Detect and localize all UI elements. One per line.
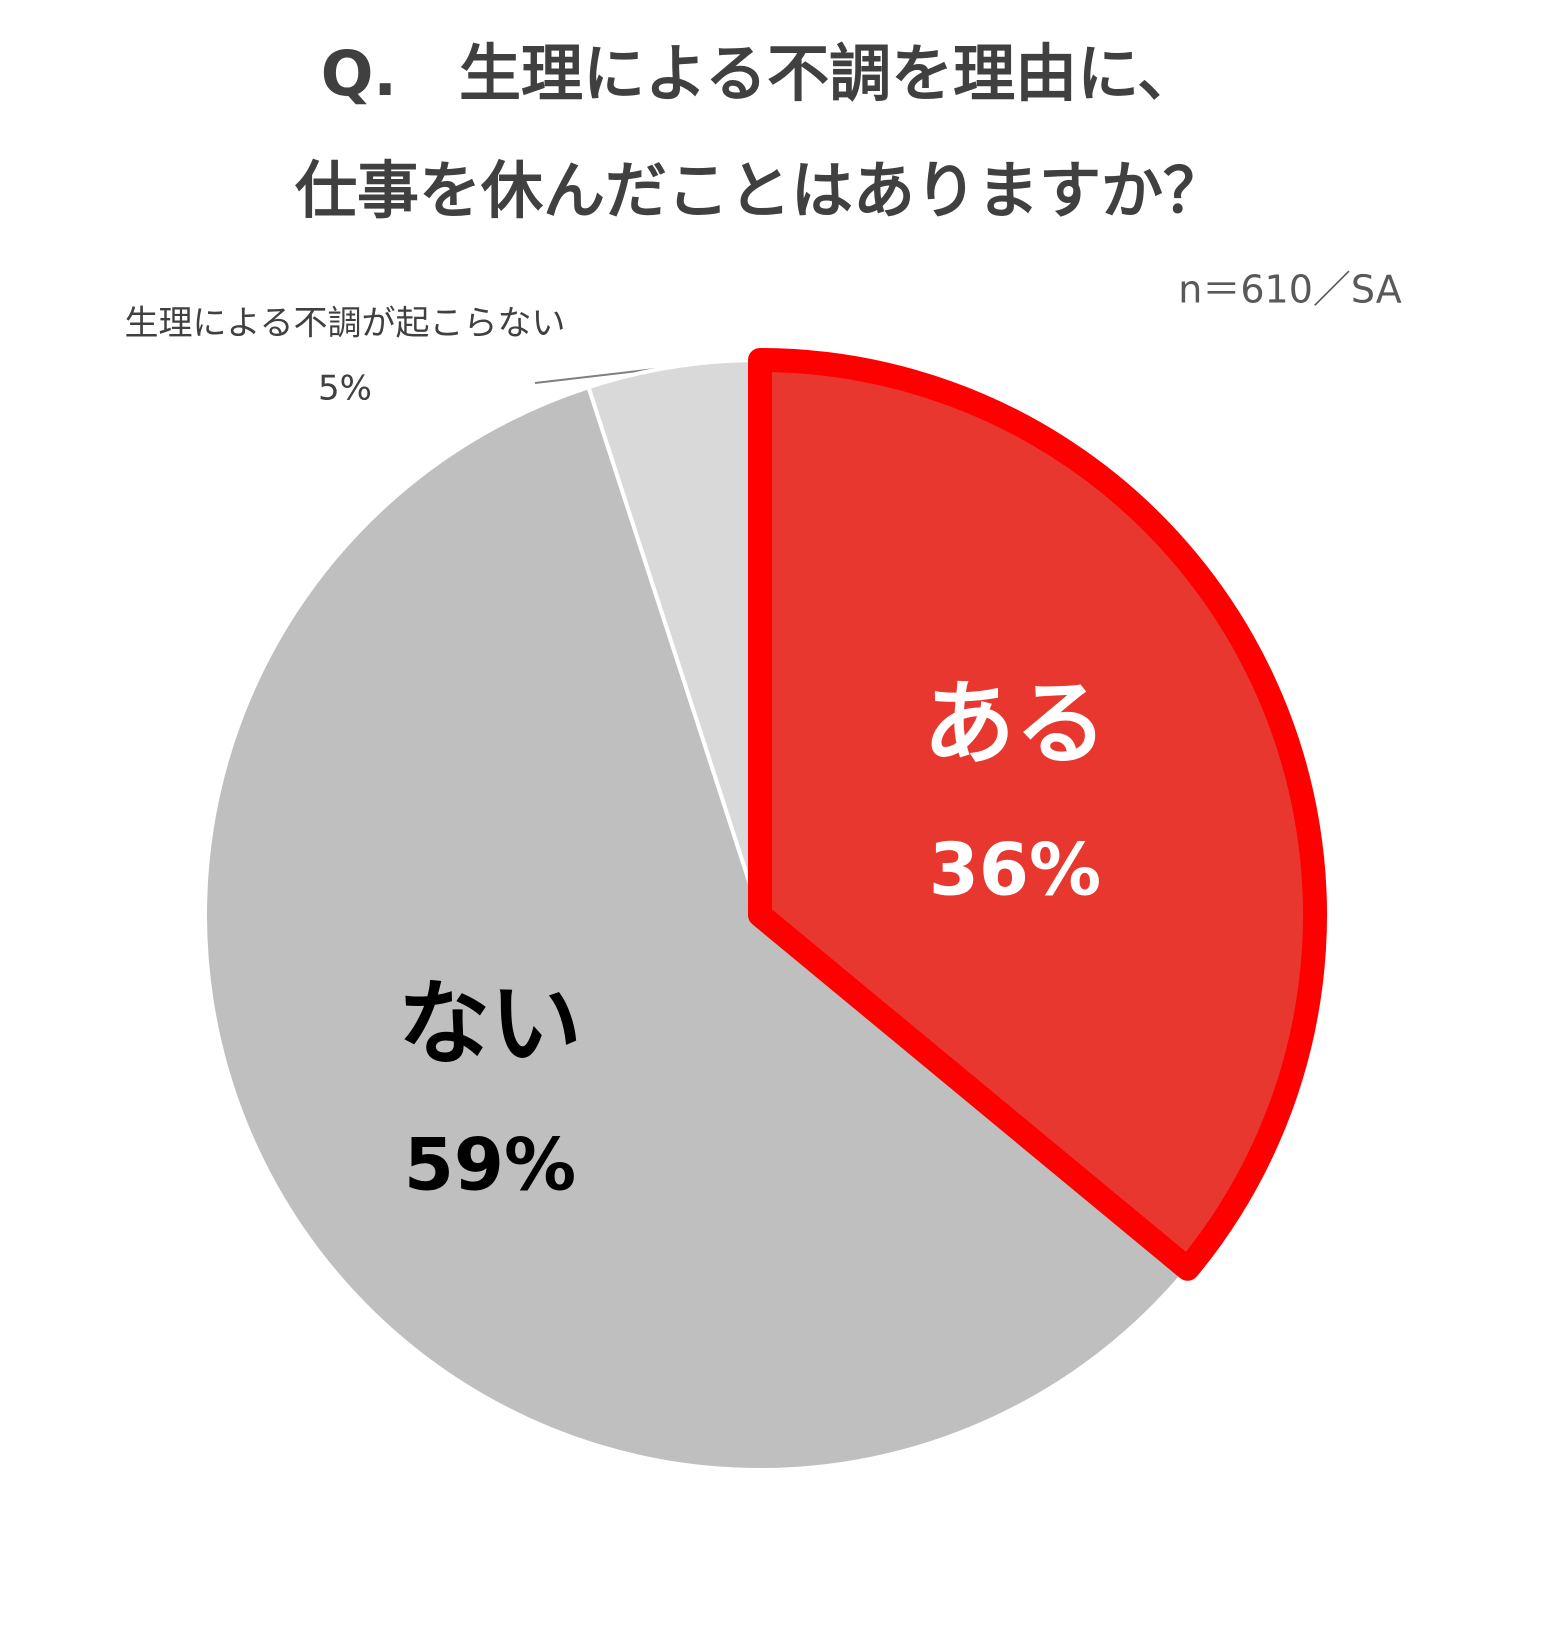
category-label: 生理による不調が起こらない (125, 304, 566, 344)
chart-subtitle: n＝610／SA (1178, 268, 1401, 312)
chart-title: Q. 生理による不調を理由に、 (321, 37, 1200, 110)
pie-slice (203, 385, 1190, 1473)
chart-title: 仕事を休んだことはありますか？ (295, 154, 1225, 227)
category-label: ない (398, 970, 582, 1077)
pie-slice (748, 348, 1327, 1281)
category-label: ある (923, 670, 1107, 777)
value-label: 36% (929, 828, 1101, 912)
value-label: 59% (404, 1123, 576, 1207)
value-label: 5% (318, 369, 372, 409)
